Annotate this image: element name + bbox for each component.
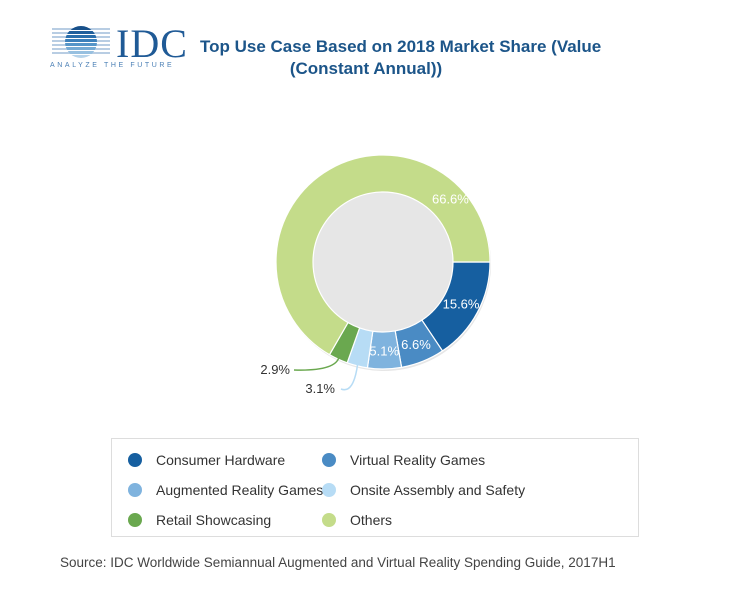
idc-globe-icon bbox=[52, 26, 110, 58]
legend-item-consumer-hardware[interactable]: Consumer Hardware bbox=[128, 452, 285, 468]
data-label-virtual-reality-games: 6.6% bbox=[401, 337, 431, 352]
source-note: Source: IDC Worldwide Semiannual Augment… bbox=[60, 555, 616, 570]
data-label-others: 66.6% bbox=[432, 192, 469, 207]
leader-line-retail-showcasing bbox=[293, 357, 340, 371]
legend-item-augmented-reality-games[interactable]: Augmented Reality Games bbox=[128, 482, 323, 498]
donut-chart: 15.6% 6.6%5.1% 3.1% 2.9% 66.6% bbox=[260, 154, 491, 396]
idc-logo-text: IDC bbox=[116, 21, 188, 66]
legend-marker-icon bbox=[322, 513, 336, 527]
data-label-consumer-hardware: 15.6% bbox=[443, 297, 480, 312]
legend-item-retail-showcasing[interactable]: Retail Showcasing bbox=[128, 512, 271, 528]
legend-item-virtual-reality-games[interactable]: Virtual Reality Games bbox=[322, 452, 485, 468]
legend-label: Augmented Reality Games bbox=[156, 482, 324, 498]
leader-line-onsite-assembly-and-safety bbox=[340, 363, 359, 391]
idc-logo-tagline: ANALYZE THE FUTURE bbox=[50, 62, 175, 69]
legend-item-others[interactable]: Others bbox=[322, 512, 392, 528]
legend-marker-icon bbox=[322, 453, 336, 467]
chart-legend: Consumer Hardware Virtual Reality Games Au… bbox=[111, 438, 639, 537]
legend-label: Onsite Assembly and Safety bbox=[350, 482, 526, 498]
legend-label: Virtual Reality Games bbox=[350, 452, 486, 468]
chart-title-line2: (Constant Annual)) bbox=[289, 59, 443, 78]
legend-marker-icon bbox=[128, 513, 142, 527]
idc-logo: IDC ANALYZE THE FUTURE bbox=[50, 21, 195, 74]
legend-label: Others bbox=[350, 512, 393, 528]
legend-marker-icon bbox=[322, 483, 336, 497]
legend-item-onsite-assembly-and-safety[interactable]: Onsite Assembly and Safety bbox=[322, 482, 525, 498]
data-label-augmented-reality-games: 5.1% bbox=[369, 343, 399, 358]
chart-title-line1: Top Use Case Based on 2018 Market Share … bbox=[200, 37, 602, 56]
legend-label: Consumer Hardware bbox=[156, 452, 286, 468]
chart-title: Top Use Case Based on 2018 Market Share … bbox=[196, 36, 602, 80]
data-label-onsite-assembly-and-safety: 3.1% bbox=[305, 381, 335, 396]
legend-marker-icon bbox=[128, 483, 142, 497]
data-label-retail-showcasing: 2.9% bbox=[260, 362, 290, 377]
slice-others[interactable] bbox=[275, 154, 491, 356]
legend-marker-icon bbox=[128, 453, 142, 467]
legend-label: Retail Showcasing bbox=[156, 512, 272, 528]
